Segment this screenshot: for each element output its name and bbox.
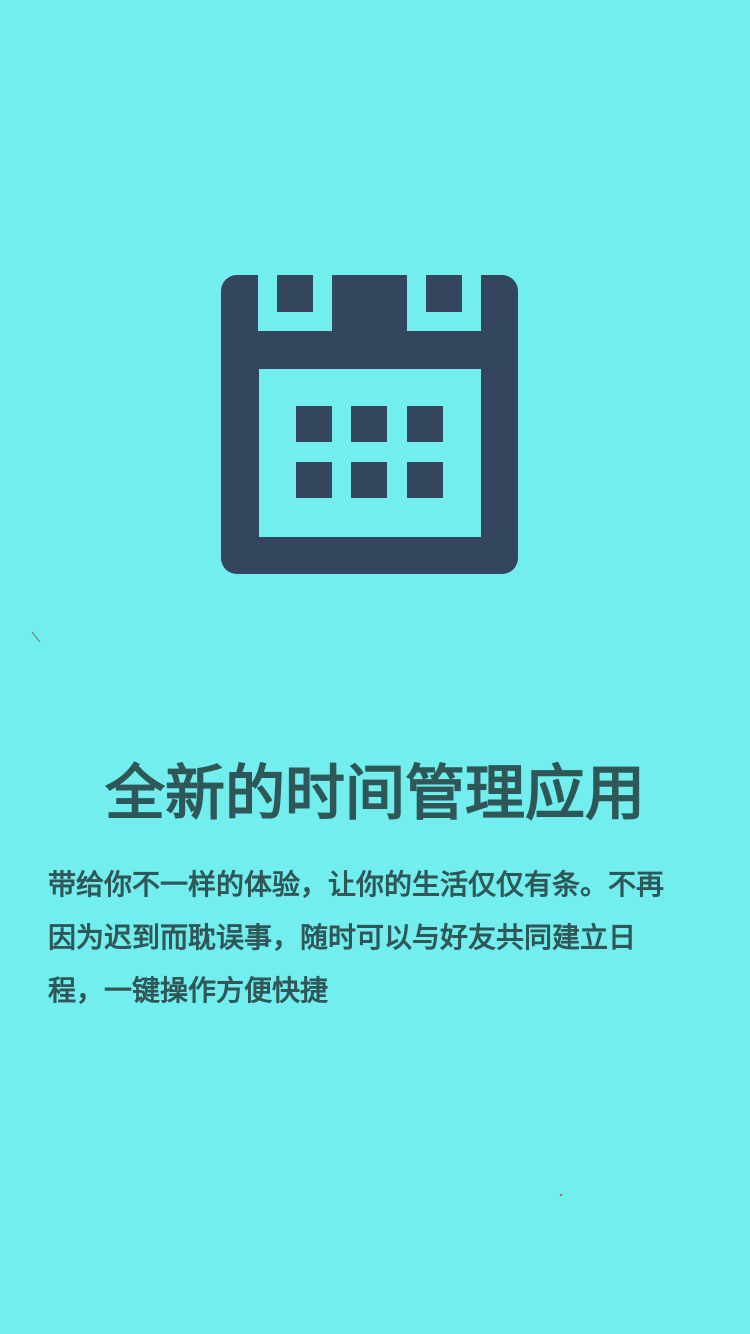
onboarding-description: 带给你不一样的体验，让你的生活仅仅有条。不再因为迟到而耽误事，随时可以与好友共同…	[48, 868, 665, 1007]
onboarding-title: 全新的时间管理应用	[105, 759, 645, 829]
decorative-mark	[31, 628, 41, 643]
decorative-dot	[559, 1182, 563, 1197]
calendar-icon	[221, 275, 518, 574]
